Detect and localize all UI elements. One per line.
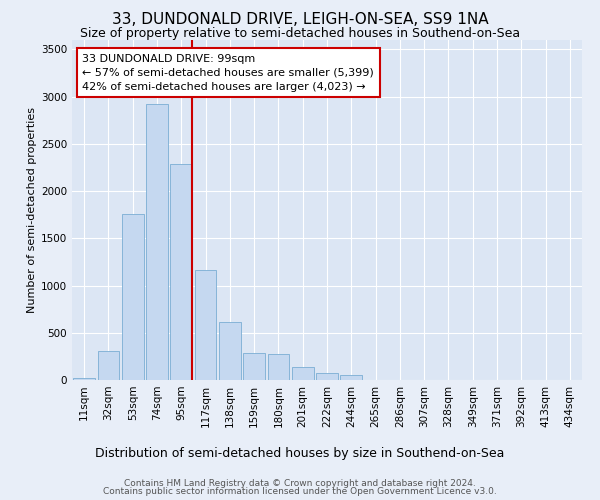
Y-axis label: Number of semi-detached properties: Number of semi-detached properties xyxy=(27,107,37,313)
Bar xyxy=(122,214,143,380)
Bar xyxy=(170,164,192,380)
Bar xyxy=(219,322,241,380)
Bar xyxy=(292,367,314,380)
Text: 33 DUNDONALD DRIVE: 99sqm
← 57% of semi-detached houses are smaller (5,399)
42% : 33 DUNDONALD DRIVE: 99sqm ← 57% of semi-… xyxy=(82,54,374,92)
Bar xyxy=(194,270,217,380)
Bar xyxy=(268,354,289,380)
Bar xyxy=(146,104,168,380)
Bar xyxy=(243,352,265,380)
Text: 33, DUNDONALD DRIVE, LEIGH-ON-SEA, SS9 1NA: 33, DUNDONALD DRIVE, LEIGH-ON-SEA, SS9 1… xyxy=(112,12,488,28)
Text: Distribution of semi-detached houses by size in Southend-on-Sea: Distribution of semi-detached houses by … xyxy=(95,448,505,460)
Text: Contains public sector information licensed under the Open Government Licence v3: Contains public sector information licen… xyxy=(103,488,497,496)
Bar xyxy=(97,350,119,380)
Text: Size of property relative to semi-detached houses in Southend-on-Sea: Size of property relative to semi-detach… xyxy=(80,28,520,40)
Text: Contains HM Land Registry data © Crown copyright and database right 2024.: Contains HM Land Registry data © Crown c… xyxy=(124,479,476,488)
Bar xyxy=(73,378,95,380)
Bar xyxy=(316,374,338,380)
Bar xyxy=(340,375,362,380)
